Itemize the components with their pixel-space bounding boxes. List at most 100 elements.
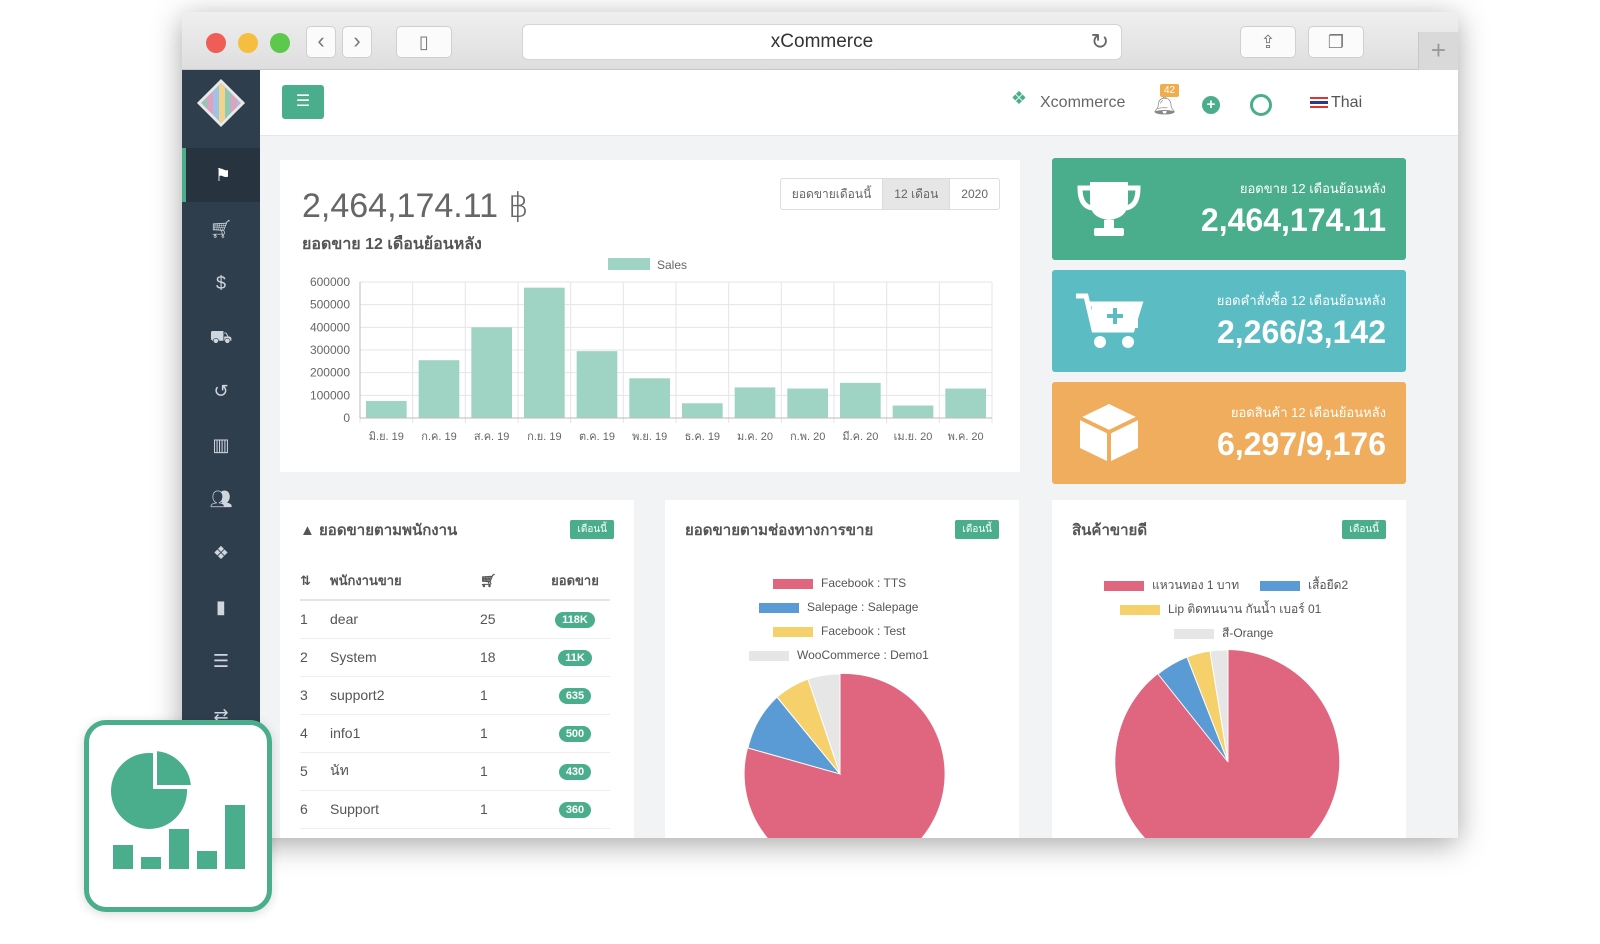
sort-icon[interactable]: ⇅	[300, 562, 330, 601]
box-icon	[1079, 404, 1139, 462]
brand-logo-icon: ❖	[1010, 88, 1028, 108]
row-orders: 1	[480, 714, 540, 753]
legend-swatch	[608, 258, 650, 270]
undo-icon: ↺	[213, 381, 229, 401]
sidebar-toggle-button[interactable]: ▯	[396, 26, 452, 58]
dollar-icon: $	[215, 273, 226, 293]
legend-swatch	[773, 578, 813, 589]
legend-swatch	[749, 650, 789, 661]
period-badge[interactable]: เดือนนี้	[955, 520, 999, 539]
back-button[interactable]: ‹	[306, 26, 336, 58]
minimize-window-button[interactable]	[238, 33, 258, 53]
bar	[366, 401, 407, 418]
bar	[945, 388, 986, 418]
legend-swatch	[1174, 628, 1214, 639]
period-badge[interactable]: เดือนนี้	[570, 520, 614, 539]
menu-toggle-button[interactable]: ☰	[282, 85, 324, 119]
col-sales[interactable]: ยอดขาย	[540, 562, 610, 601]
tab-this-month[interactable]: ยอดขายเดือนนี้	[781, 179, 884, 209]
x-tick-label: ก.ย. 19	[527, 431, 562, 443]
language-selector[interactable]: Thai	[1310, 94, 1362, 112]
table-row[interactable]: 2 System 18 11K	[300, 638, 610, 677]
sidebar-item-barcode[interactable]: ▥	[182, 418, 260, 472]
legend-item[interactable]: WooCommerce : Demo1	[749, 648, 929, 662]
maximize-window-button[interactable]	[270, 33, 290, 53]
table-row[interactable]: 4 info1 1 500	[300, 714, 610, 753]
row-name: dear	[330, 600, 480, 639]
sales-subtitle: ยอดขาย 12 เดือนย้อนหลัง	[302, 236, 482, 253]
row-orders: 1	[480, 676, 540, 715]
x-tick-label: เม.ย. 20	[894, 431, 933, 443]
sales-pill: 11K	[558, 650, 592, 666]
table-row[interactable]: 6 Support 1 360	[300, 790, 610, 829]
legend-item[interactable]: แหวนทอง 1 บาท	[1104, 576, 1239, 595]
sidebar-item-dashboard[interactable]: ⚑	[182, 148, 260, 202]
sidebar-item-products[interactable]: ❖	[182, 526, 260, 580]
address-bar[interactable]: xCommerce ↻	[522, 24, 1122, 60]
legend-item[interactable]: Facebook : Test	[773, 624, 906, 638]
legend-item[interactable]: เสื้อยืด2	[1260, 576, 1348, 595]
y-tick-label: 400000	[310, 320, 350, 334]
language-label: Thai	[1331, 94, 1363, 111]
bell-icon[interactable]: 🔔︎	[1152, 94, 1178, 116]
table-row[interactable]: 5 นัท 1 430	[300, 752, 610, 791]
cart-icon[interactable]: 🛒︎	[480, 562, 540, 601]
sidebar-item-orders[interactable]: 🛒︎	[182, 202, 260, 256]
tabs-button[interactable]: ❐	[1308, 26, 1364, 58]
close-window-button[interactable]	[206, 33, 226, 53]
sales-bar-chart: Sales 600000 500000 400000 300000 200000 10000…	[310, 258, 993, 443]
bar	[787, 388, 828, 418]
sidebar-item-reports[interactable]: ▮	[182, 580, 260, 634]
row-orders: 18	[480, 638, 540, 677]
y-tick-label: 200000	[310, 366, 350, 380]
flag-icon: ⚑	[214, 165, 232, 185]
analytics-app-icon	[84, 720, 272, 912]
table-row[interactable]: 3 support2 1 635	[300, 676, 610, 715]
sidebar-item-returns[interactable]: ↺	[182, 364, 260, 418]
row-no: 3	[300, 676, 330, 715]
sales-total: 2,464,174.11 ฿	[302, 187, 530, 225]
bar	[840, 382, 881, 418]
row-name: info1	[330, 714, 480, 753]
legend-swatch	[1260, 580, 1300, 591]
notification-badge: 42	[1160, 84, 1180, 97]
stat-label: ยอดสินค้า 12 เดือนย้อนหลัง	[1230, 405, 1386, 420]
legend-item[interactable]: Salepage : Salepage	[759, 600, 918, 614]
y-tick-label: 0	[343, 411, 350, 425]
add-icon[interactable]: +	[1202, 96, 1220, 114]
row-orders: 25	[480, 600, 540, 639]
share-button[interactable]: ⇪	[1240, 26, 1296, 58]
app-logo[interactable]	[196, 78, 246, 128]
legend-swatch	[1104, 580, 1144, 591]
app-topbar: ☰ ❖ Xcommerce 🔔︎ 42 + Thai	[260, 70, 1458, 136]
table-row[interactable]: 1 dear 25 118K	[300, 600, 610, 639]
row-orders: 1	[480, 752, 540, 791]
tab-12-months[interactable]: 12 เดือน	[883, 179, 951, 209]
bar	[734, 387, 776, 418]
legend-item[interactable]: สี-Orange	[1174, 624, 1273, 643]
legend-item[interactable]: Facebook : TTS	[773, 576, 906, 590]
legend-item[interactable]: Lip ติดทนนาน กันน้ำ เบอร์ 01	[1120, 600, 1321, 619]
user-icon[interactable]	[1250, 94, 1272, 116]
thai-flag-icon	[1310, 97, 1328, 109]
period-badge[interactable]: เดือนนี้	[1342, 520, 1386, 539]
brand-name: Xcommerce	[1040, 94, 1126, 112]
sidebar-item-lists[interactable]: ☰	[182, 634, 260, 688]
sales-pill: 430	[558, 764, 592, 780]
cart-icon: 🛒︎	[209, 219, 233, 239]
new-tab-button[interactable]: +	[1418, 32, 1458, 70]
reload-icon[interactable]: ↻	[1090, 29, 1109, 54]
sidebar-item-customers[interactable]: 👥︎	[182, 472, 260, 526]
truck-icon: ⛟	[209, 327, 233, 347]
sidebar-item-payments[interactable]: $	[182, 256, 260, 310]
row-name: System	[330, 638, 480, 677]
employee-sales-card: ▲ ยอดขายตามพนักงาน เดือนนี้ ⇅ พนักงานขาย…	[280, 500, 634, 838]
sidebar-item-shipping[interactable]: ⛟	[182, 310, 260, 364]
share-icon: ⇪	[1260, 32, 1276, 52]
cubes-icon: ❖	[212, 543, 230, 563]
bar	[524, 287, 565, 418]
brand: ❖ Xcommerce	[1004, 88, 1125, 118]
forward-button[interactable]: ›	[342, 26, 372, 58]
tab-2020[interactable]: 2020	[961, 187, 988, 201]
col-employee[interactable]: พนักงานขาย	[330, 562, 480, 601]
